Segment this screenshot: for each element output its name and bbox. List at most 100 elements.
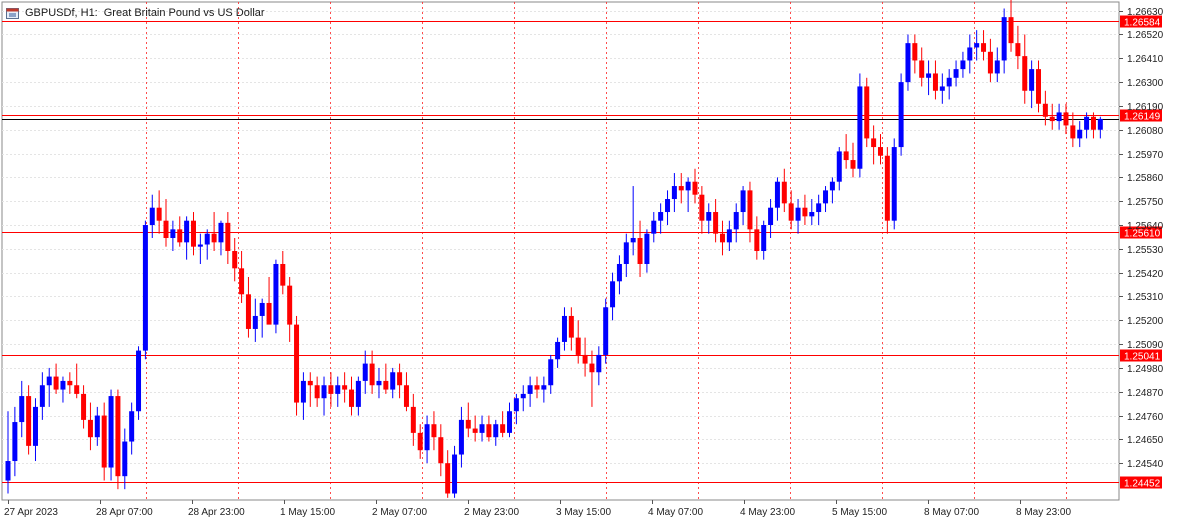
candle-bullish — [1097, 116, 1103, 139]
candle-body — [170, 229, 176, 239]
candle-body — [561, 315, 567, 342]
candle-bullish — [823, 186, 829, 213]
candle-bullish — [665, 190, 671, 226]
candle-bullish — [513, 393, 519, 425]
candle-bearish — [747, 181, 753, 243]
x-tick-label: 8 May 07:00 — [924, 507, 979, 518]
candle-bearish — [26, 385, 32, 455]
candle-body — [136, 350, 142, 412]
candle-body — [300, 380, 306, 403]
candle-body — [754, 229, 760, 251]
y-tick-label: 1.25420 — [1127, 269, 1164, 280]
candle-bearish — [713, 199, 719, 243]
candle-bullish — [761, 220, 767, 260]
candle-bullish — [493, 419, 499, 446]
level-price-tag — [1120, 226, 1162, 239]
candle-bearish — [417, 424, 423, 459]
time-axis[interactable]: 27 Apr 2023 28 Apr 07:00 28 Apr 23:00 1 May… — [4, 500, 1071, 518]
candle-bullish — [658, 203, 664, 234]
candle-body — [774, 181, 780, 208]
candle-body — [960, 60, 966, 70]
candle-bullish — [616, 255, 622, 295]
candle-bearish — [383, 363, 389, 394]
candle-bearish — [287, 276, 293, 342]
candle-bullish — [129, 402, 135, 455]
candle-bullish — [1084, 112, 1090, 139]
candle-bullish — [19, 380, 25, 438]
candle-bearish — [307, 372, 313, 407]
candle-body — [658, 212, 664, 221]
candle-body — [575, 337, 581, 355]
candle-bearish — [919, 47, 925, 87]
candle-bullish — [259, 298, 265, 338]
candle-bearish — [1070, 112, 1076, 148]
candle-bullish — [651, 212, 657, 243]
candle-body — [369, 363, 375, 386]
y-tick-label: 1.24760 — [1127, 412, 1164, 423]
candle-bearish — [575, 320, 581, 364]
candle-bullish — [60, 376, 66, 403]
candle-body — [637, 238, 643, 264]
candle-body — [1056, 112, 1062, 122]
horizontal-levels[interactable]: 1.26584 1.26149 1.25610 1.25041 1.24452 — [2, 15, 1162, 490]
candle-body — [142, 225, 148, 351]
candle-body — [747, 190, 753, 230]
candle-bullish — [197, 233, 203, 264]
candle-bearish — [864, 77, 870, 148]
candle-bullish — [1029, 60, 1035, 109]
candle-bearish — [932, 60, 938, 100]
candle-body — [548, 359, 554, 386]
candle-body — [733, 212, 739, 230]
candle-bullish — [376, 367, 382, 399]
candle-body — [1001, 17, 1007, 61]
candle-body — [596, 354, 602, 373]
candle-bullish — [809, 199, 815, 226]
candle-bearish — [781, 168, 787, 213]
candle-bullish — [142, 220, 148, 360]
candle-body — [726, 229, 732, 243]
candle-body — [321, 385, 327, 399]
level-price-tag — [1120, 476, 1162, 489]
candle-bearish — [1049, 103, 1055, 130]
candle-bearish — [534, 376, 540, 399]
candle-body — [850, 160, 856, 169]
candle-bearish — [788, 190, 794, 230]
candle-body — [108, 396, 114, 468]
candle-body — [877, 147, 883, 156]
candle-body — [665, 199, 671, 213]
y-tick-label: 1.25860 — [1127, 173, 1164, 184]
candle-body — [946, 77, 952, 87]
candle-bearish — [349, 376, 354, 416]
candle-bullish — [507, 402, 513, 438]
candle-body — [355, 380, 361, 407]
candle-bearish — [211, 212, 217, 251]
candle-body — [74, 385, 80, 394]
candle-body — [644, 233, 650, 264]
candle-bullish — [335, 376, 341, 407]
candle-bearish — [589, 350, 595, 407]
candle-bearish — [1063, 103, 1069, 135]
candle-bearish — [53, 363, 59, 394]
price-axis[interactable]: 1.26630 1.26520 1.26410 1.26300 1.26190 1.260… — [1119, 7, 1164, 470]
candle-body — [452, 454, 458, 494]
candle-bearish — [802, 194, 808, 226]
candle-body — [190, 220, 196, 247]
y-tick-label: 1.24650 — [1127, 435, 1164, 446]
candle-bullish — [452, 445, 458, 498]
candle-body — [981, 43, 987, 52]
candle-bearish — [87, 402, 93, 451]
candle-bearish — [1022, 34, 1028, 104]
candle-bullish — [1056, 103, 1062, 130]
symbol-description: Great Britain Pound vs US Dollar — [103, 7, 265, 19]
candle-body — [630, 238, 636, 243]
candle-body — [912, 43, 918, 61]
candle-bullish — [520, 385, 526, 412]
candle-bullish — [108, 389, 114, 481]
candle-bullish — [816, 194, 822, 226]
candle-bearish — [294, 315, 300, 416]
candle-bearish — [843, 134, 849, 169]
x-tick-label: 5 May 15:00 — [832, 507, 887, 518]
candle-bearish — [472, 415, 478, 442]
candle-body — [582, 354, 588, 364]
